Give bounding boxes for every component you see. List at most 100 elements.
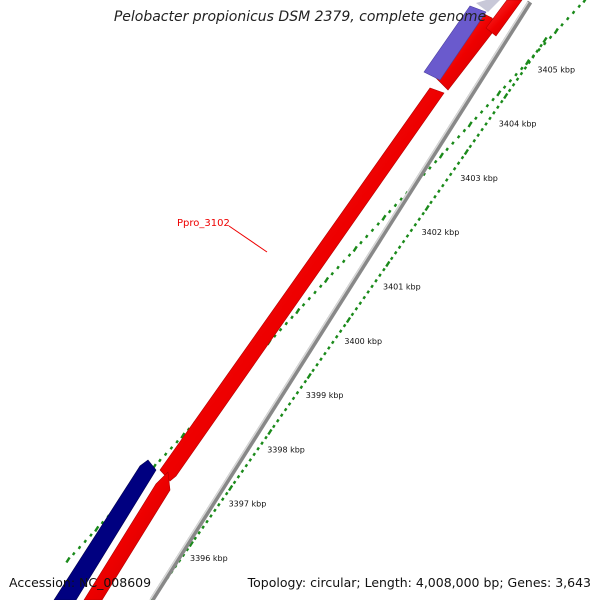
- outer-ring-dot: [278, 327, 283, 332]
- inner-ring-dot: [338, 329, 343, 334]
- outer-ring-dot: [272, 334, 277, 338]
- inner-ring-dot: [330, 340, 335, 345]
- gene-label-ppro-3102: Ppro_3102: [177, 218, 230, 229]
- inner-ring-dot: [319, 357, 323, 362]
- inner-ring-dot: [542, 36, 548, 44]
- inner-ring-dot: [358, 301, 363, 306]
- outer-ring-dot: [462, 128, 467, 133]
- inner-ring-dot: [468, 144, 473, 149]
- inner-ring-dot: [275, 418, 280, 423]
- inner-ring-dot: [354, 306, 359, 311]
- outer-ring-dot: [502, 85, 507, 90]
- outer-ring-dot: [359, 240, 363, 245]
- outer-ring-dot: [301, 302, 306, 307]
- inner-ring-dot: [417, 217, 422, 222]
- outer-ring-dot: [519, 66, 524, 71]
- inner-ring-dot: [503, 92, 509, 100]
- inner-ring-dot: [429, 200, 433, 205]
- inner-ring-dot: [227, 484, 234, 492]
- outer-ring-dot: [370, 228, 375, 233]
- outer-ring-dot: [467, 121, 473, 128]
- gene-forward-top[interactable]: [485, 0, 523, 37]
- topology-summary: Topology: circular; Length: 4,008,000 bp…: [247, 575, 591, 590]
- outer-ring-dot: [295, 307, 301, 315]
- inner-ring-dot: [236, 474, 241, 479]
- inner-ring-dot: [287, 402, 292, 406]
- outer-ring-dot: [347, 253, 352, 258]
- inner-ring-dot: [409, 228, 414, 233]
- inner-ring-dot: [397, 245, 402, 250]
- inner-ring-dot: [299, 385, 304, 390]
- inner-dotted-ring: [149, 36, 548, 604]
- inner-ring-dot: [224, 491, 229, 496]
- outer-ring-dot: [175, 439, 179, 444]
- outer-ring-dot: [89, 533, 93, 538]
- inner-ring-dot: [323, 351, 327, 356]
- inner-ring-dot: [393, 250, 398, 255]
- inner-ring-dot: [523, 66, 528, 70]
- inner-ring-dot: [303, 379, 308, 384]
- outer-ring-dot: [577, 4, 582, 9]
- inner-ring-dot: [480, 127, 484, 132]
- inner-ring-dot: [389, 256, 394, 261]
- outer-ring-dot: [514, 72, 518, 77]
- outer-ring-dot: [474, 116, 478, 121]
- outer-ring-dot: [330, 271, 335, 276]
- inner-ring-dot: [484, 122, 488, 126]
- inner-ring-dot: [256, 446, 260, 451]
- outer-ring-dot: [542, 41, 547, 46]
- outer-ring-dot: [341, 259, 346, 264]
- inner-ring-dot: [496, 105, 500, 110]
- inner-ring-dot: [452, 166, 457, 171]
- inner-ring-dot: [488, 116, 492, 121]
- inner-ring-dot: [201, 525, 205, 530]
- outer-ring-dot: [479, 110, 484, 114]
- inner-ring-dot: [382, 267, 386, 272]
- outer-ring-dot: [508, 78, 513, 83]
- inner-ring-dot: [499, 99, 504, 104]
- outer-ring-dot: [548, 35, 553, 40]
- outer-ring-dot: [83, 539, 88, 544]
- outer-ring-dot: [387, 209, 392, 214]
- outer-ring-dot: [94, 525, 100, 533]
- outer-ring-dot: [163, 452, 168, 457]
- inner-ring-dot: [378, 273, 382, 278]
- inner-ring-dot: [374, 278, 378, 283]
- kbp-tick-labels: 3396 kbp 3397 kbp 3398 kbp 3399 kbp 3400 kbp…: [190, 65, 575, 563]
- kbp-tick-label: 3398 kbp: [267, 445, 305, 454]
- inner-ring-dot: [334, 334, 339, 339]
- inner-ring-dot: [272, 424, 276, 429]
- outer-ring-dot: [456, 134, 461, 139]
- inner-ring-dot: [507, 88, 512, 93]
- inner-ring-dot: [350, 312, 355, 317]
- outer-ring-dot: [307, 296, 312, 301]
- outer-ring-dot: [560, 22, 564, 27]
- inner-ring-dot: [345, 316, 352, 324]
- accession-label: Accession: NC_008609: [9, 575, 152, 590]
- inner-ring-dot: [515, 77, 520, 82]
- inner-ring-dot: [205, 519, 209, 524]
- inner-ring-dot: [433, 194, 437, 199]
- inner-ring-dot: [264, 435, 268, 440]
- outer-ring-dot: [381, 214, 387, 221]
- outer-ring-dot: [158, 458, 162, 463]
- inner-ring-dot: [291, 396, 296, 401]
- kbp-tick-label: 3396 kbp: [190, 554, 228, 563]
- inner-ring-dot: [213, 508, 217, 513]
- kbp-tick-label: 3405 kbp: [537, 65, 575, 74]
- outer-ring-dot: [582, 0, 588, 4]
- outer-ring-dot: [323, 276, 330, 284]
- inner-ring-dot: [472, 138, 477, 143]
- inner-ring-dot: [327, 346, 331, 350]
- gene-reverse-upper[interactable]: [423, 5, 487, 81]
- outer-ring-dot: [565, 16, 570, 21]
- inner-ring-dot: [248, 458, 253, 462]
- outer-ring-dot: [438, 152, 444, 159]
- inner-ring-dot: [476, 133, 481, 138]
- outer-ring-dot: [100, 520, 105, 525]
- outer-ring-dot: [71, 551, 76, 556]
- outer-ring-dot: [553, 27, 559, 35]
- inner-ring-dot: [220, 497, 225, 502]
- kbp-tick-label: 3397 kbp: [229, 500, 267, 509]
